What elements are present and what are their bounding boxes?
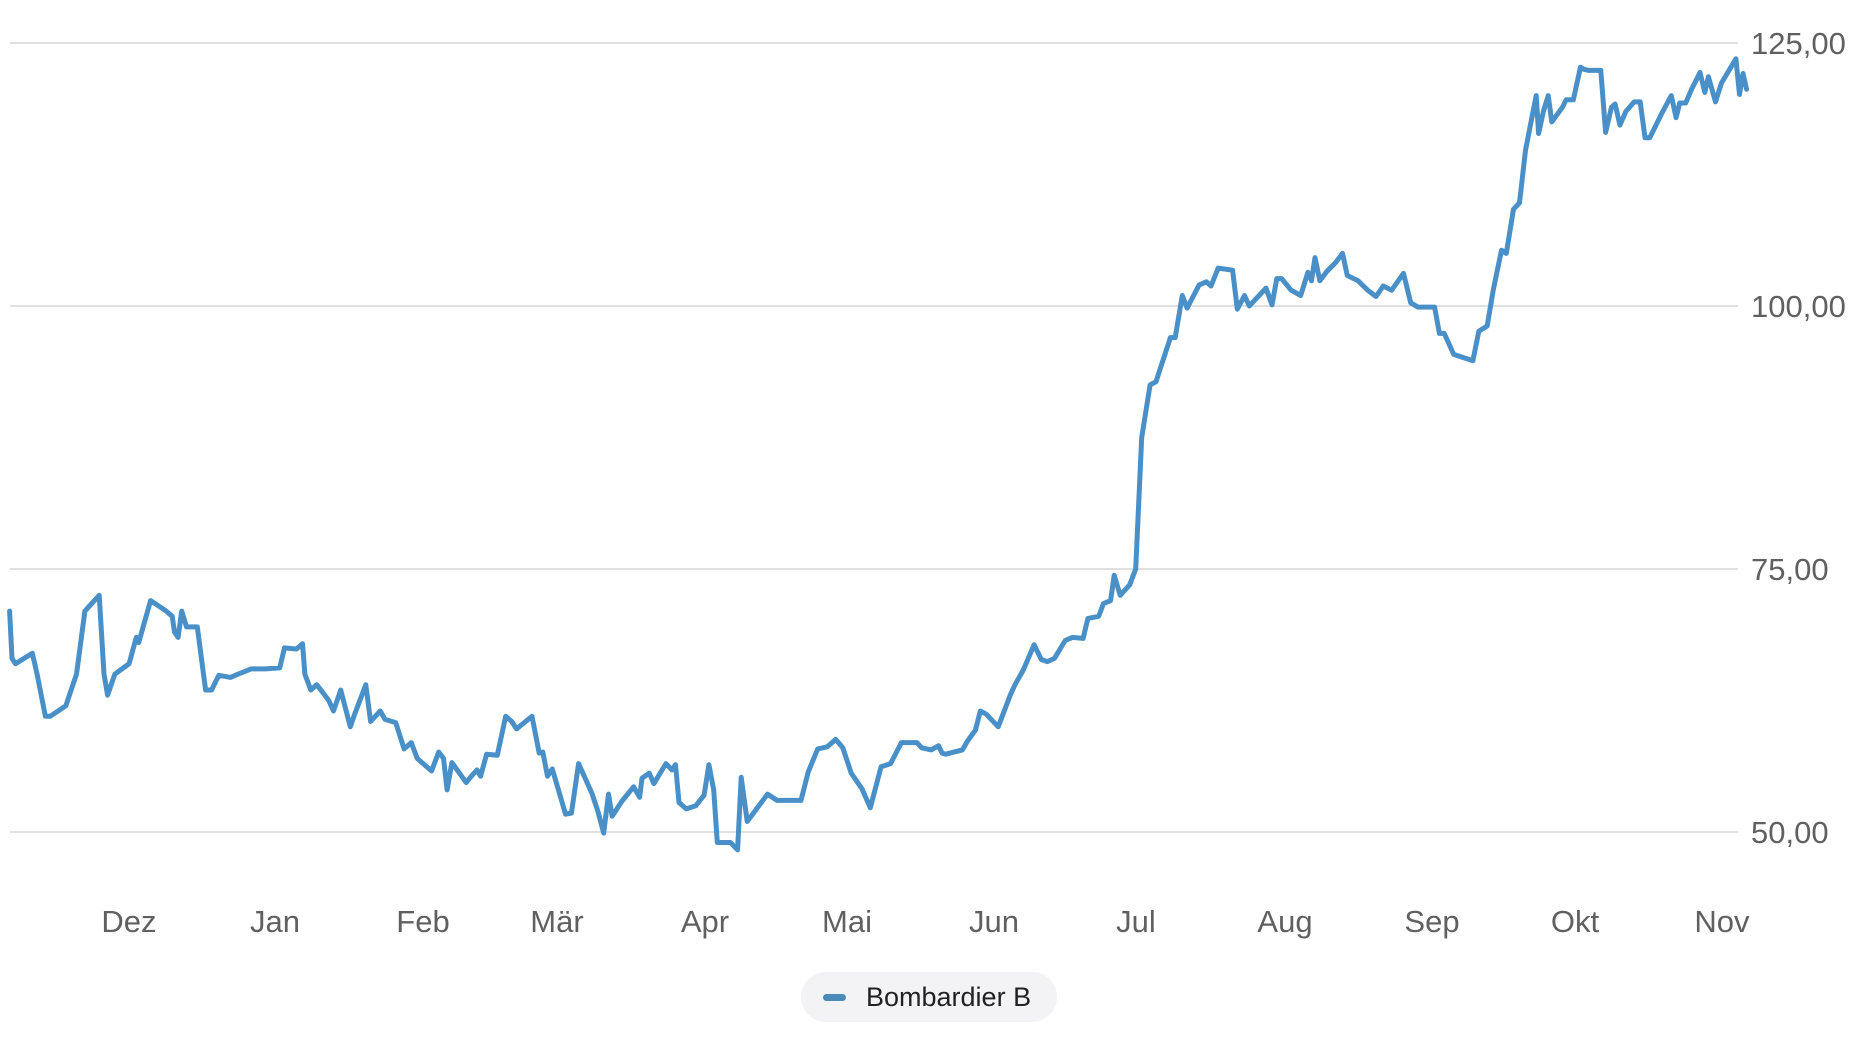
legend-item-bombardier-b[interactable]: Bombardier B <box>801 972 1057 1022</box>
y-tick-label: 125,00 <box>1751 26 1846 61</box>
x-tick-label: Jun <box>969 904 1019 939</box>
y-tick-label: 75,00 <box>1751 552 1829 587</box>
x-tick-label: Aug <box>1257 904 1312 939</box>
x-tick-label: Mär <box>530 904 583 939</box>
bombardier-b-series-line[interactable] <box>7 56 1750 853</box>
x-tick-label: Feb <box>396 904 449 939</box>
y-axis-labels: 125,00 100,00 75,00 50,00 <box>1751 26 1846 850</box>
x-tick-label: Apr <box>681 904 729 939</box>
x-tick-label: Sep <box>1404 904 1459 939</box>
x-tick-label: Nov <box>1694 904 1750 939</box>
x-tick-label: Jul <box>1116 904 1156 939</box>
y-tick-label: 50,00 <box>1751 815 1829 850</box>
x-tick-label: Mai <box>822 904 872 939</box>
gridlines <box>10 42 1738 833</box>
y-tick-label: 100,00 <box>1751 289 1846 324</box>
x-tick-label: Jan <box>250 904 300 939</box>
legend-swatch-icon <box>823 993 846 1001</box>
x-tick-label: Okt <box>1551 904 1600 939</box>
x-axis-labels: Dez Jan Feb Mär Apr Mai Jun Jul Aug Sep Okt Nov <box>101 904 1750 939</box>
x-tick-label: Dez <box>101 904 156 939</box>
legend-label: Bombardier B <box>866 981 1032 1012</box>
